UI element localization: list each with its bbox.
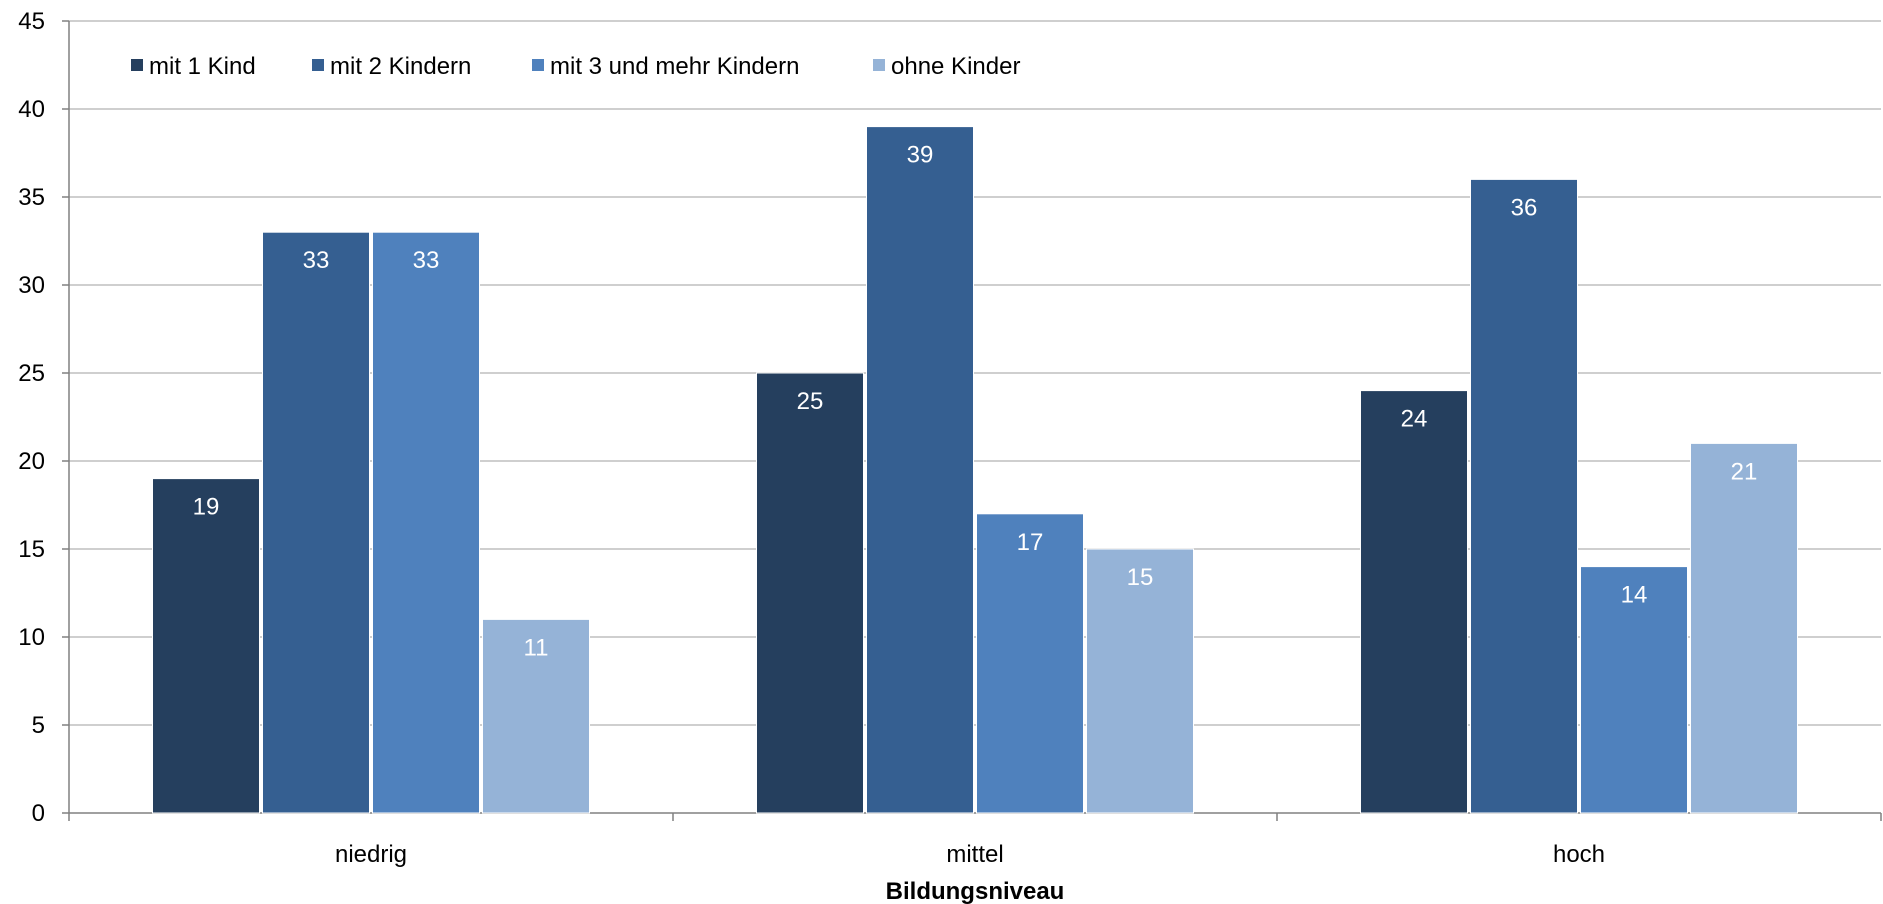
y-tick-label: 30: [18, 272, 45, 299]
bar-hoch-0: [1360, 390, 1468, 814]
legend-entry-label: mit 1 Kind: [149, 53, 256, 80]
axes: 0 5 10 15 20 25 30 35 40 45 niedrig mittel hoch: [18, 8, 1882, 868]
legend-entry-label: mit 2 Kindern: [330, 53, 471, 80]
bar-mittel-0: [756, 372, 864, 814]
bar-niedrig-1: [262, 231, 370, 814]
data-label: 36: [1511, 194, 1538, 221]
legend-entry-label: mit 3 und mehr Kindern: [550, 53, 799, 80]
x-category-label: mittel: [946, 841, 1003, 868]
data-labels: 19 33 33 11 25 39 17 15 24 36 14 21: [193, 142, 1758, 662]
y-tick-label: 20: [18, 448, 45, 475]
x-axis-title: Bildungsniveau: [886, 878, 1065, 904]
data-label: 25: [797, 388, 824, 415]
data-label: 39: [907, 142, 934, 169]
bar-hoch-1: [1470, 178, 1578, 814]
bars: [152, 126, 1798, 814]
y-tick-label: 25: [18, 360, 45, 387]
bar-niedrig-2: [372, 231, 480, 814]
legend-swatch: [312, 59, 324, 71]
data-label: 15: [1127, 564, 1154, 591]
y-tick-label: 45: [18, 8, 45, 35]
data-label: 19: [193, 494, 220, 521]
bar-hoch-2: [1580, 566, 1688, 814]
y-tick-label: 15: [18, 536, 45, 563]
y-tick-label: 40: [18, 96, 45, 123]
bar-mittel-2: [976, 513, 1084, 814]
legend: mit 1 Kind mit 2 Kindern mit 3 und mehr Ki…: [131, 53, 1020, 80]
bar-mittel-3: [1086, 548, 1194, 814]
data-label: 33: [303, 247, 330, 274]
legend-swatch: [873, 59, 885, 71]
data-label: 11: [524, 634, 549, 661]
bar-niedrig-3: [482, 618, 590, 814]
x-category-label: niedrig: [335, 841, 407, 868]
bar-niedrig-0: [152, 478, 260, 814]
data-label: 14: [1621, 582, 1648, 609]
x-category-label: hoch: [1553, 841, 1605, 868]
legend-swatch: [532, 59, 544, 71]
y-tick-label: 35: [18, 184, 45, 211]
legend-entry-label: ohne Kinder: [891, 53, 1020, 80]
gridlines: [69, 20, 1881, 726]
y-tick-label: 5: [32, 712, 45, 739]
bar-hoch-3: [1690, 442, 1798, 814]
data-label: 33: [413, 247, 440, 274]
y-tick-label: 10: [18, 624, 45, 651]
bar-mittel-1: [866, 126, 974, 814]
legend-swatch: [131, 59, 143, 71]
data-label: 17: [1017, 529, 1044, 556]
data-label: 24: [1401, 406, 1428, 433]
data-label: 21: [1731, 458, 1758, 485]
y-tick-label: 0: [32, 800, 45, 827]
